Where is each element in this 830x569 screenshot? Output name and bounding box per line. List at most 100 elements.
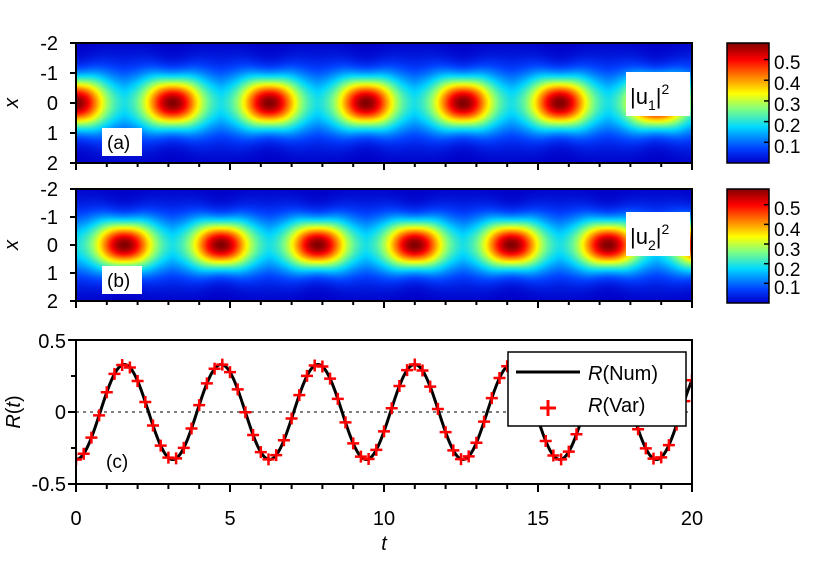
data-marker-r-var xyxy=(177,441,190,454)
data-marker-r-var xyxy=(231,383,244,396)
y-tick-label-a: -1 xyxy=(40,63,58,85)
data-marker-r-var xyxy=(431,403,444,416)
quantity-label-box-b xyxy=(626,212,690,256)
data-marker-r-var xyxy=(655,451,668,464)
colorbar-b-tick-label: 0.5 xyxy=(774,199,800,220)
data-marker-r-var xyxy=(385,402,398,415)
colorbar-a: 0.5 0.4 0.3 0.2 0.1 xyxy=(726,42,801,164)
quantity-label-a: |u1|2 xyxy=(630,81,669,113)
data-marker-r-var xyxy=(570,428,583,441)
data-marker-r-var xyxy=(254,446,267,459)
data-marker-r-var xyxy=(324,372,337,385)
x-tick-label: 10 xyxy=(373,508,395,530)
data-marker-r-var xyxy=(76,453,82,466)
y-tick-label-a: 0 xyxy=(47,93,58,115)
panel-a: -2 -1 0 1 2 x (a) |u1|2 xyxy=(1,33,693,175)
panel-label-box-a xyxy=(102,128,142,156)
quantity-label-box-a xyxy=(626,72,690,116)
data-marker-r-var xyxy=(100,386,113,399)
panel-label-b: (b) xyxy=(107,271,130,292)
data-marker-r-var xyxy=(478,415,491,428)
data-marker-r-var xyxy=(470,436,483,449)
panel-label-c: (c) xyxy=(106,452,128,473)
data-marker-r-var xyxy=(77,447,90,460)
heatmap-a-image xyxy=(76,43,692,163)
panel-c: 0.5 0 -0.5 0 5 10 15 20 t R(t) (c) R(Num… xyxy=(3,331,703,555)
legend-marker-swatch xyxy=(540,400,556,416)
data-marker-r-var xyxy=(200,377,213,390)
data-marker-r-var xyxy=(485,392,498,405)
data-marker-r-var xyxy=(393,379,406,392)
y-tick-label-b: 1 xyxy=(47,263,58,285)
data-marker-r-var xyxy=(208,362,221,375)
colorbar-b-tick-label: 0.4 xyxy=(774,220,801,241)
panel-c-frame xyxy=(75,339,693,485)
colorbar-b-gradient xyxy=(726,188,770,304)
panel-b: -2 -1 0 1 2 x (b) |u2|2 xyxy=(1,179,693,313)
data-marker-r-var xyxy=(339,416,352,429)
data-marker-r-var xyxy=(285,412,298,425)
data-marker-r-var xyxy=(224,366,236,379)
data-marker-r-var xyxy=(378,425,390,438)
panel-label-a: (a) xyxy=(107,133,130,154)
panel-label-box-b xyxy=(102,266,142,294)
data-marker-r-var xyxy=(539,434,552,447)
data-marker-r-var xyxy=(439,426,452,439)
data-marker-r-var xyxy=(455,453,467,466)
data-marker-r-var xyxy=(262,453,275,466)
y-tick-label-b: -1 xyxy=(40,207,58,229)
y-axis-label-a: x xyxy=(1,97,23,109)
y-tick-label-c: -0.5 xyxy=(32,474,66,496)
colorbar-a-tick-label: 0.4 xyxy=(774,74,801,95)
x-tick-label: 0 xyxy=(70,508,81,530)
data-marker-r-var xyxy=(170,452,183,465)
y-tick-label-a: 2 xyxy=(47,153,58,175)
data-marker-r-var xyxy=(108,367,121,380)
colorbar-b-tick-label: 0.1 xyxy=(774,278,800,299)
colorbar-b-ticks xyxy=(764,203,769,285)
legend: R(Num) R(Var) xyxy=(507,351,687,427)
heatmap-b-image xyxy=(76,189,692,301)
data-marker-r-var xyxy=(547,449,560,462)
y-tick-label-b: -2 xyxy=(40,179,58,201)
data-marker-r-var xyxy=(147,419,159,432)
colorbar-a-tick-label: 0.2 xyxy=(774,116,800,137)
colorbar-a-gradient xyxy=(726,42,770,164)
data-marker-r-var xyxy=(408,358,421,371)
panel-label-box-c xyxy=(102,446,142,476)
data-marker-r-var xyxy=(354,450,367,463)
data-marker-r-var xyxy=(555,453,568,466)
x-axis-label: t xyxy=(381,533,388,555)
data-marker-r-var xyxy=(347,437,360,450)
y-axis-label-b: x xyxy=(1,239,23,251)
y-tick-label-c: 0 xyxy=(55,402,66,424)
data-marker-r-var xyxy=(662,439,675,452)
panel-a-frame xyxy=(75,42,693,164)
colorbar-a-tick-label: 0.1 xyxy=(774,137,800,158)
y-tick-label-b: 2 xyxy=(47,291,58,313)
y-axis-label-c: R(t) xyxy=(3,395,25,428)
legend-label-num: R(Num) xyxy=(588,363,658,385)
colorbar-b-tick-label: 0.3 xyxy=(774,240,800,261)
data-marker-r-var xyxy=(447,444,460,457)
data-marker-r-var xyxy=(416,364,429,377)
data-marker-r-var xyxy=(239,406,252,419)
data-marker-r-var xyxy=(331,392,344,405)
data-marker-r-var xyxy=(270,449,283,462)
data-marker-r-var xyxy=(316,360,329,373)
data-marker-r-var xyxy=(93,409,106,422)
data-marker-r-var xyxy=(216,358,229,371)
data-marker-r-var xyxy=(562,445,575,458)
data-marker-r-var xyxy=(401,364,414,377)
data-marker-r-var xyxy=(462,450,475,463)
data-marker-r-var xyxy=(247,428,260,441)
data-marker-r-var xyxy=(277,434,290,447)
data-marker-r-var xyxy=(301,369,313,382)
data-marker-r-var xyxy=(193,399,206,412)
data-marker-r-var xyxy=(686,374,692,387)
data-marker-r-var xyxy=(123,361,136,374)
colorbar-a-tick-label: 0.5 xyxy=(774,53,800,74)
data-marker-r-var xyxy=(370,443,383,456)
y-tick-label-c: 0.5 xyxy=(38,331,66,353)
